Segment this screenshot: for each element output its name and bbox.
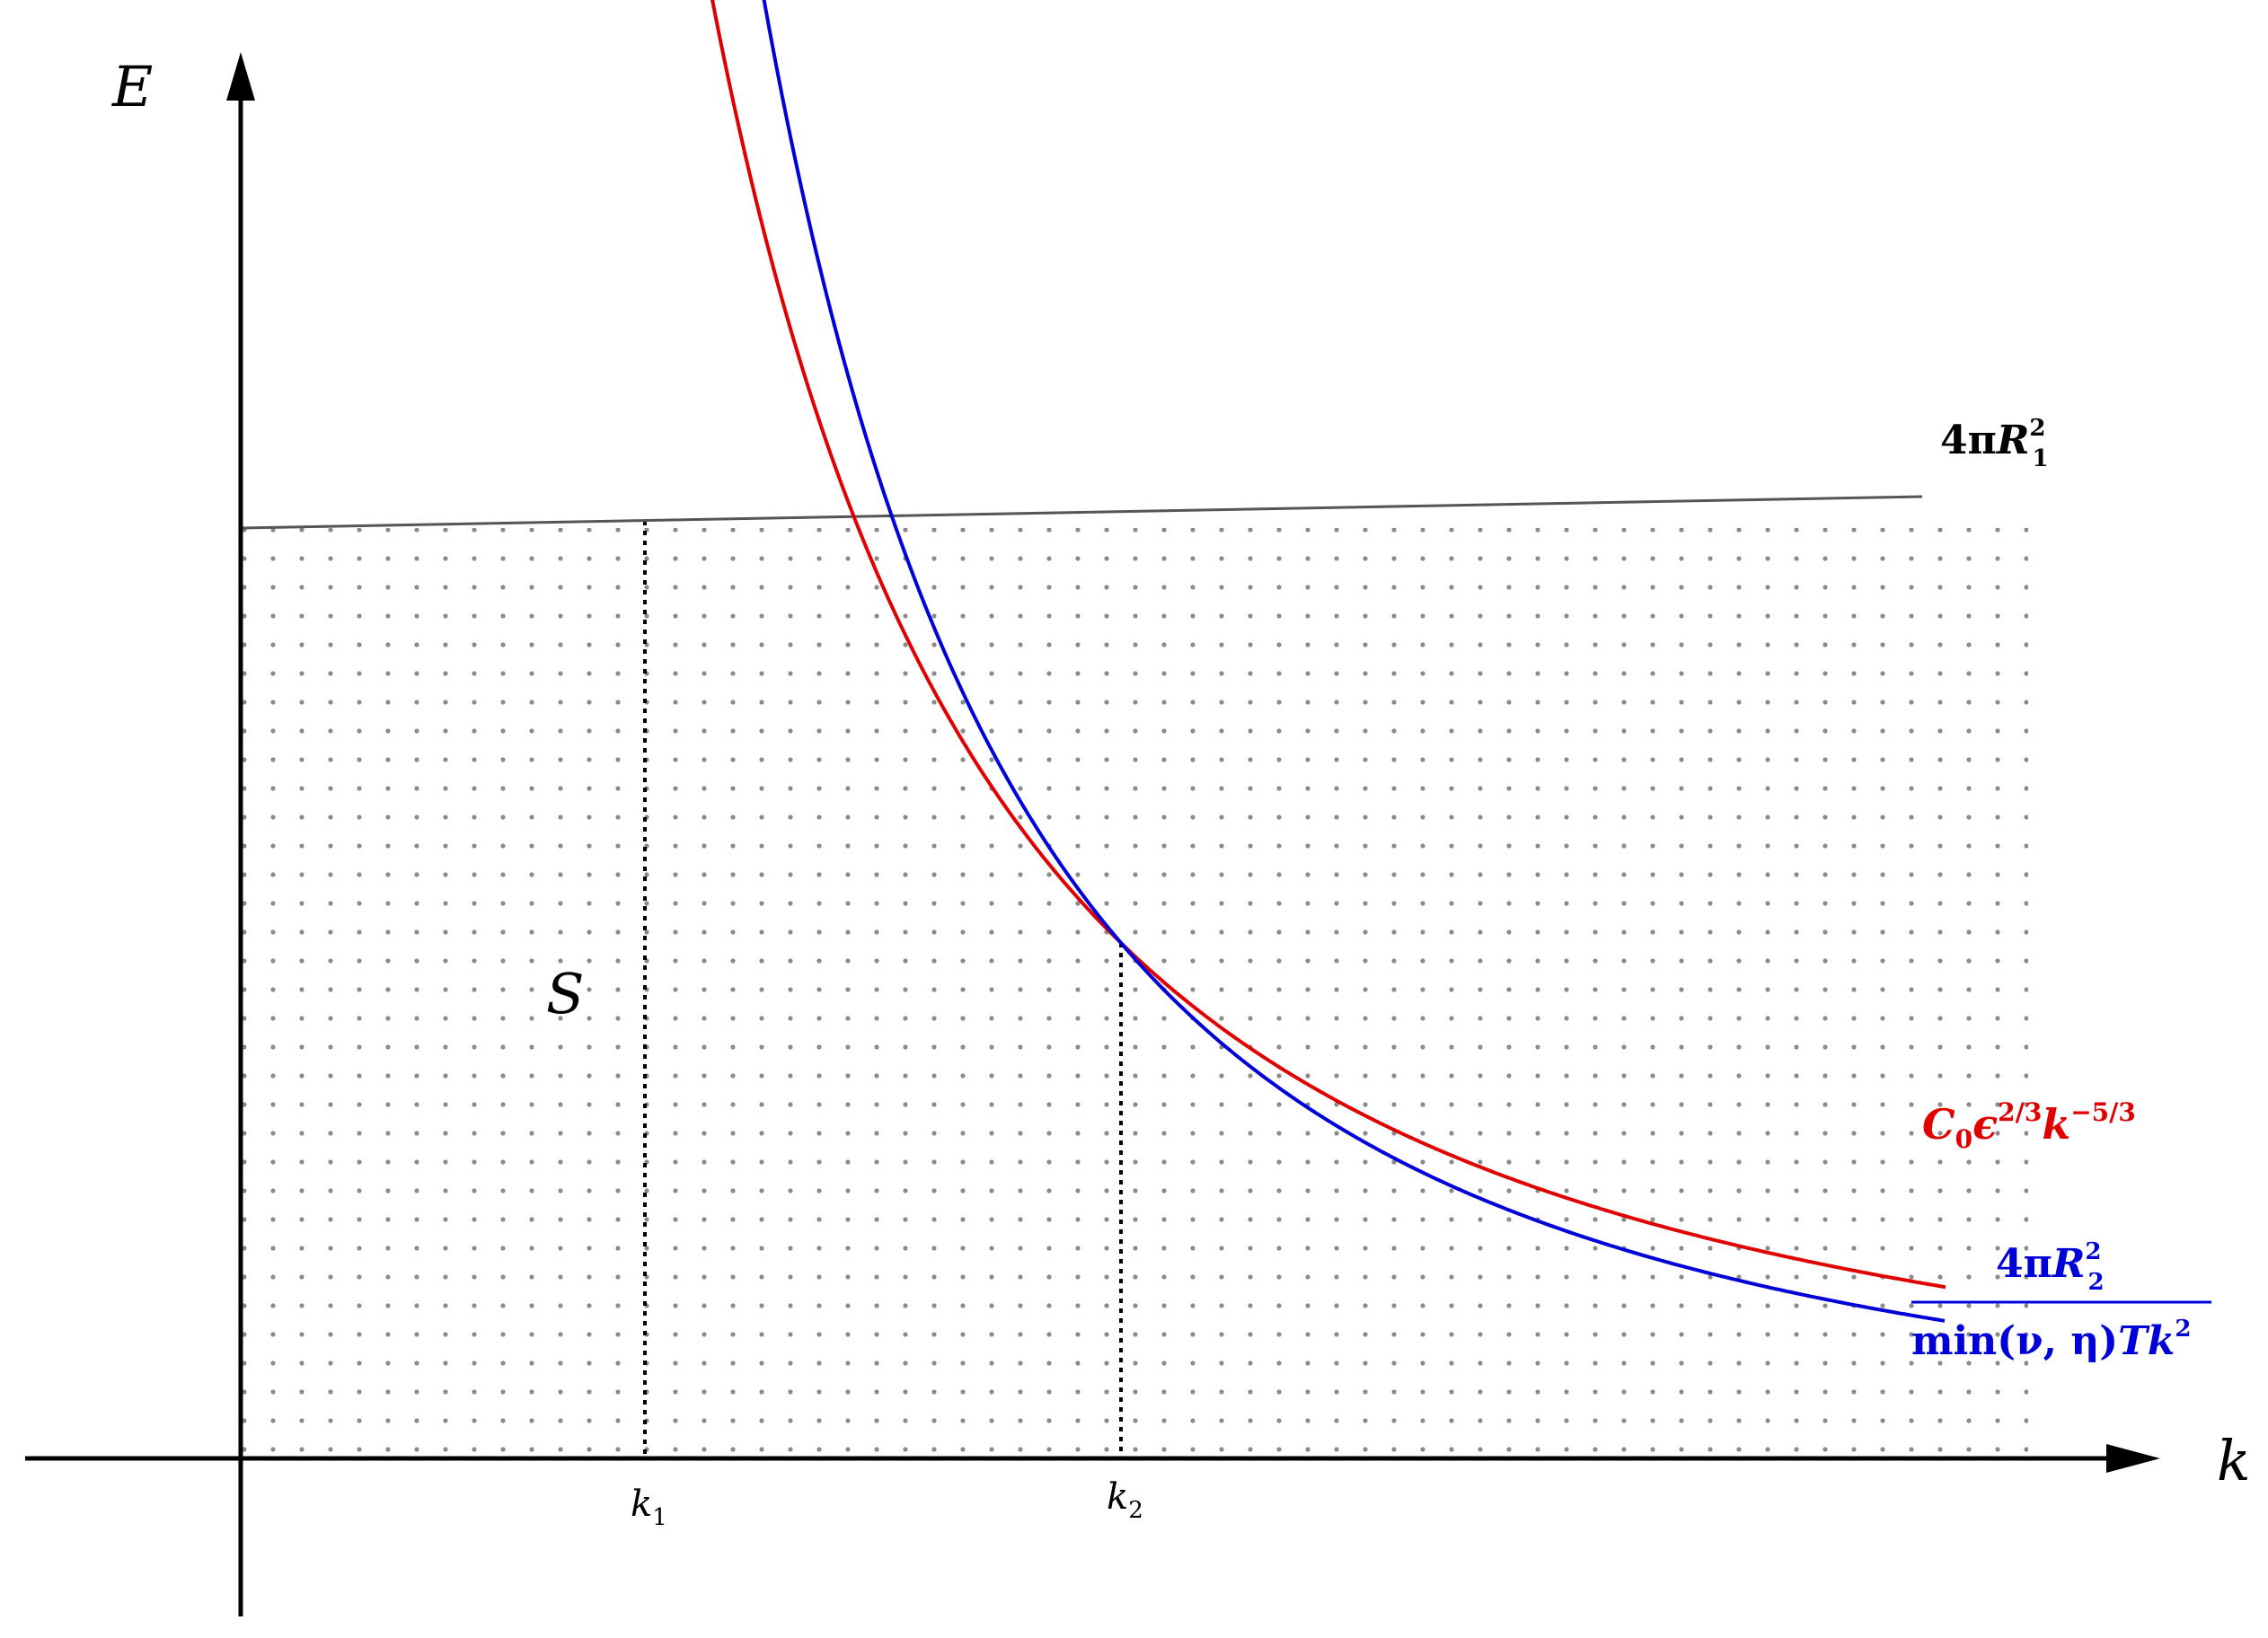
red-curve-label: C0ϵ2/3k−5/3 [1922,1097,2136,1154]
tick-label-k2: k2 [1107,1476,1143,1524]
blue-curve [762,0,1946,1323]
red-curve [710,0,1946,1290]
region-label-s: S [546,961,584,1026]
y-axis-label: E [111,54,153,119]
x-axis-label: k [2217,1428,2251,1493]
blue-curve-label-denominator: min(ν, η)Tk2 [1911,1316,2191,1364]
horizontal-bound-line [240,495,1923,530]
shaded-region [241,528,2028,1453]
y-axis-arrowhead [226,52,255,101]
horizontal-line-label: 4πR2 1 [1940,415,2049,472]
blue-curve-label-numerator: 4πR2 2 [1996,1238,2105,1296]
x-axis-arrowhead [2106,1444,2160,1473]
tick-label-k1: k1 [631,1484,667,1531]
